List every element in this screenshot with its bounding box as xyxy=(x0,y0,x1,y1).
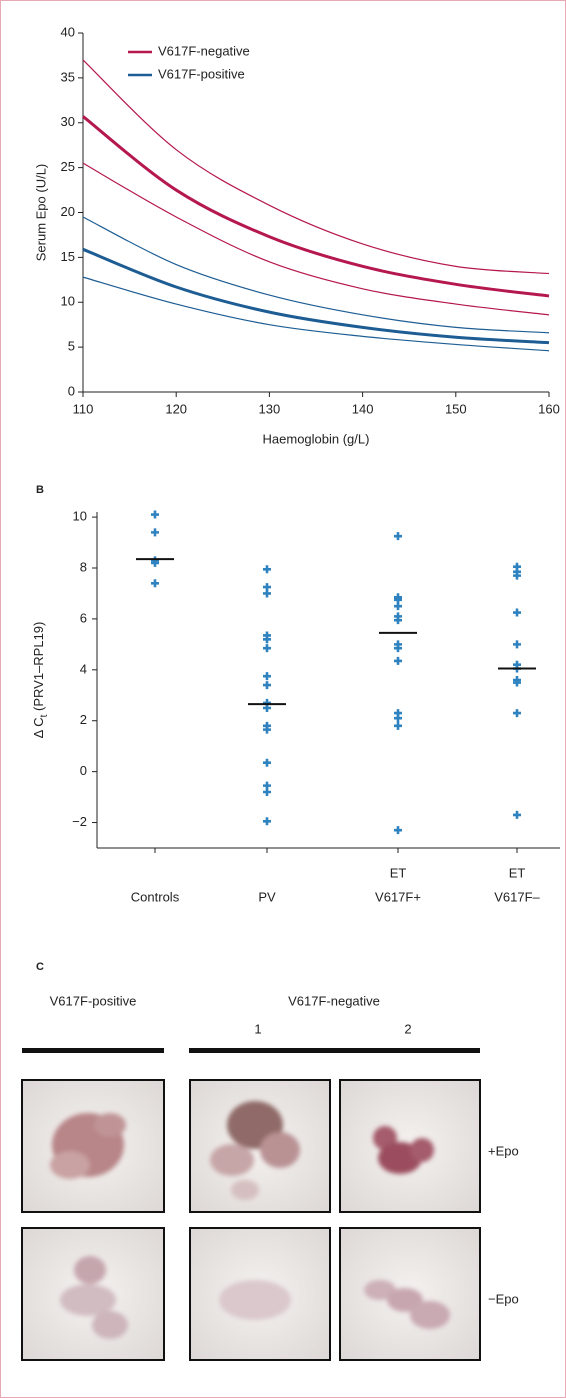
data-point xyxy=(263,644,271,653)
y-axis-title-part: Δ C xyxy=(31,717,46,738)
group-bar xyxy=(22,1048,164,1053)
y-axis-title-sub: t xyxy=(39,714,50,717)
column-title: V617F-positive xyxy=(50,993,137,1008)
data-point xyxy=(394,602,402,611)
y-tick-label: 25 xyxy=(61,159,75,174)
panel-label: B xyxy=(36,484,44,496)
confidence-line xyxy=(82,216,550,334)
x-tick-label: Controls xyxy=(131,889,180,904)
data-point xyxy=(263,565,271,574)
data-point xyxy=(151,558,159,567)
data-point xyxy=(394,644,402,653)
y-tick-label: 30 xyxy=(61,114,75,129)
data-point xyxy=(513,608,521,617)
data-point xyxy=(263,758,271,767)
data-point xyxy=(263,681,271,690)
row-label: −Epo xyxy=(488,1291,519,1306)
y-tick-label: 5 xyxy=(68,339,75,354)
subcolumn-title: 1 xyxy=(254,1021,261,1036)
data-point xyxy=(394,826,402,835)
legend-label: V617F-negative xyxy=(158,43,250,58)
data-point xyxy=(151,579,159,588)
data-point xyxy=(394,721,402,730)
row-label: +Epo xyxy=(488,1143,519,1158)
data-point xyxy=(513,810,521,819)
colony-images xyxy=(21,1079,481,1361)
y-tick-label: 10 xyxy=(73,509,87,524)
data-point xyxy=(394,714,402,723)
data-point xyxy=(263,725,271,734)
x-tick-label: 110 xyxy=(73,401,94,416)
colony xyxy=(50,1101,450,1339)
data-point xyxy=(151,528,159,537)
data-point xyxy=(263,704,271,712)
image-frame xyxy=(21,1079,165,1213)
y-tick-label: 20 xyxy=(61,204,75,219)
x-tick-label: 140 xyxy=(352,401,374,416)
x-tick-label: ET xyxy=(509,865,526,880)
data-point xyxy=(263,635,271,644)
data-point xyxy=(513,678,521,687)
y-tick-label: 0 xyxy=(68,383,75,398)
x-tick-label: ET xyxy=(390,865,407,880)
y-tick-label: 15 xyxy=(61,249,75,264)
confidence-line xyxy=(82,162,550,316)
legend-label: V617F-positive xyxy=(158,66,245,81)
x-tick-label: 130 xyxy=(259,401,281,416)
data-point xyxy=(394,656,402,665)
data-point xyxy=(394,532,402,541)
y-tick-label: 0 xyxy=(80,763,87,778)
confidence-line xyxy=(82,276,550,352)
y-tick-label: 35 xyxy=(61,69,75,84)
y-axis-title: Serum Epo (U/L) xyxy=(33,164,48,262)
y-axis-title: Δ Ct (PRV1–RPL19) xyxy=(31,622,49,739)
y-axis-title-part: (PRV1–RPL19) xyxy=(31,622,46,715)
y-tick-label: 10 xyxy=(61,294,75,309)
x-tick-label: 150 xyxy=(445,401,467,416)
x-tick-label: V617F+ xyxy=(375,889,421,904)
subcolumn-title: 2 xyxy=(404,1021,411,1036)
x-tick-label: 120 xyxy=(165,401,187,416)
data-point xyxy=(394,616,402,625)
data-point xyxy=(263,817,271,826)
y-tick-label: 2 xyxy=(80,712,87,727)
column-title: V617F-negative xyxy=(288,993,380,1008)
x-tick-label: PV xyxy=(258,889,276,904)
x-tick-label: 160 xyxy=(538,401,560,416)
data-point xyxy=(263,788,271,796)
y-tick-label: −2 xyxy=(72,814,87,829)
group-bar xyxy=(189,1048,480,1053)
confidence-line xyxy=(82,59,550,275)
panel-label: C xyxy=(36,961,44,973)
series-line xyxy=(82,115,550,298)
x-axis-title: Haemoglobin (g/L) xyxy=(263,431,370,446)
data-point xyxy=(151,510,159,519)
y-tick-label: 8 xyxy=(80,559,87,574)
x-tick-label: V617F– xyxy=(494,889,540,904)
data-point xyxy=(513,709,521,718)
series-line xyxy=(82,247,550,345)
data-point xyxy=(263,589,271,598)
y-tick-label: 6 xyxy=(80,610,87,625)
y-tick-label: 40 xyxy=(61,24,75,39)
y-tick-label: 4 xyxy=(80,661,87,676)
data-point xyxy=(263,672,271,681)
data-point xyxy=(513,640,521,649)
data-point xyxy=(513,571,521,580)
